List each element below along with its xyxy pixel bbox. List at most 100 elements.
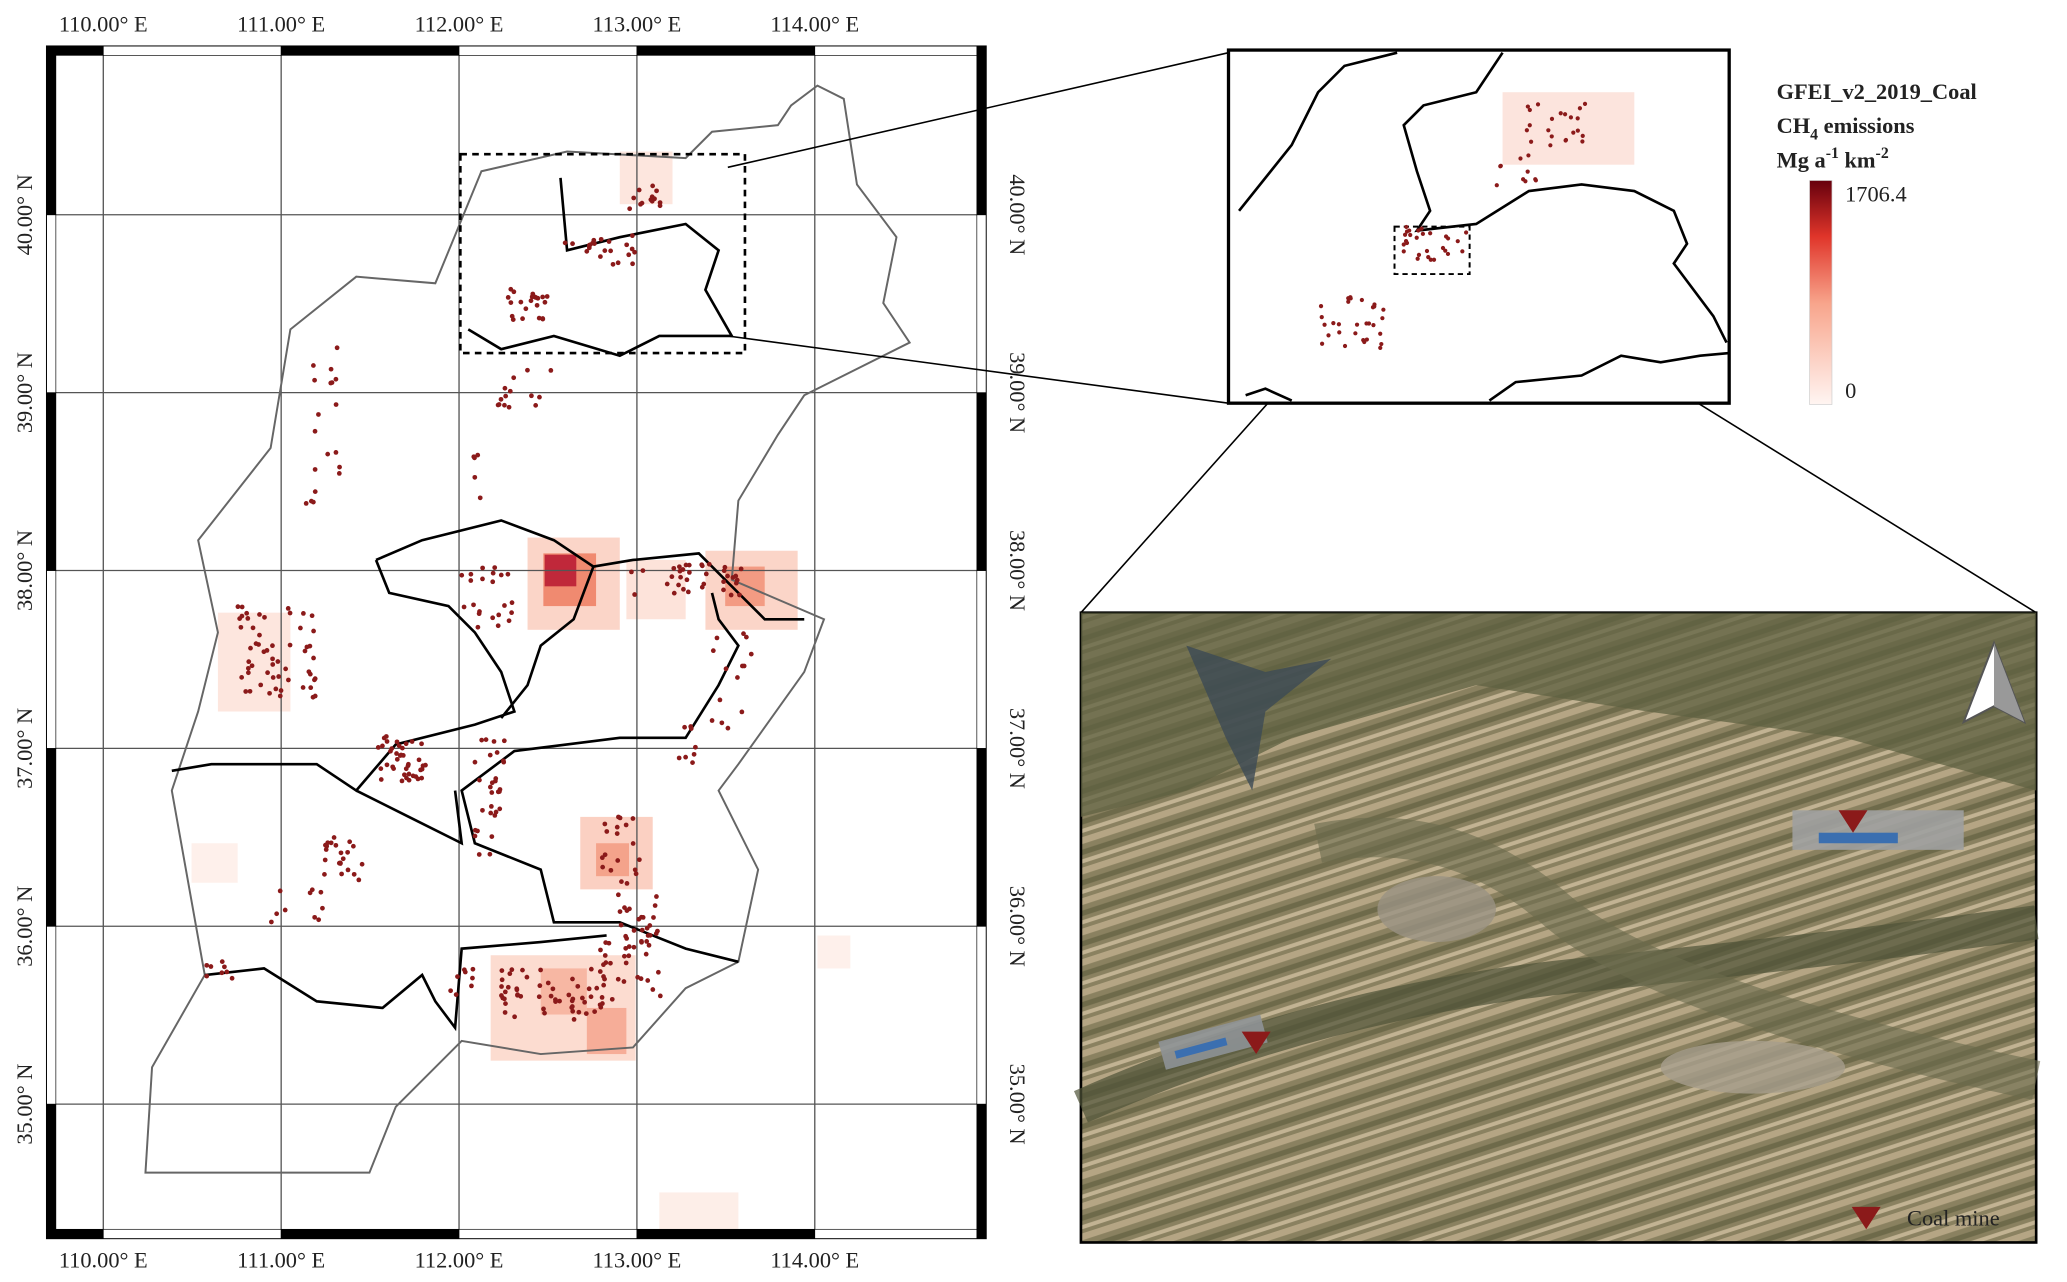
latitude-label: 38.00° N bbox=[1005, 530, 1030, 611]
border-segment bbox=[46, 570, 57, 749]
mine-point bbox=[394, 756, 400, 762]
superscript: -2 bbox=[1876, 145, 1889, 162]
mine-point bbox=[654, 188, 659, 194]
border-segment bbox=[976, 570, 987, 749]
mine-point bbox=[657, 200, 663, 205]
mine-point bbox=[323, 847, 329, 852]
border-segment bbox=[976, 45, 987, 216]
mine-point bbox=[334, 345, 340, 351]
mine-point bbox=[592, 1009, 598, 1014]
mine-point bbox=[378, 766, 384, 772]
mine-point bbox=[381, 735, 387, 741]
mine-point bbox=[686, 562, 692, 568]
mine-point bbox=[600, 1001, 605, 1006]
mine-point bbox=[479, 737, 485, 743]
mine-point bbox=[1336, 322, 1342, 327]
mine-point bbox=[614, 824, 620, 830]
mine-point bbox=[502, 385, 508, 391]
mine-point bbox=[507, 388, 513, 394]
mine-point bbox=[576, 1009, 582, 1015]
mine-point bbox=[253, 641, 259, 646]
mine-point bbox=[540, 294, 546, 300]
mine-point bbox=[301, 611, 306, 616]
mine-point bbox=[655, 928, 660, 934]
mine-point bbox=[582, 999, 587, 1005]
mine-point bbox=[245, 670, 251, 676]
mine-point bbox=[1563, 137, 1569, 143]
border-segment bbox=[458, 45, 638, 56]
mine-point bbox=[285, 606, 291, 611]
mine-point bbox=[476, 852, 482, 857]
mine-point bbox=[235, 604, 241, 610]
mine-point bbox=[391, 766, 396, 771]
mine-point bbox=[1416, 252, 1422, 257]
mine-point bbox=[604, 829, 610, 834]
mine-point bbox=[1428, 231, 1433, 236]
mine-point bbox=[524, 974, 530, 980]
mine-point bbox=[1331, 320, 1336, 326]
mine-point bbox=[480, 576, 485, 582]
mine-point bbox=[602, 248, 608, 254]
mine-point bbox=[544, 294, 550, 299]
legend-quantity: CH4 emissions bbox=[1777, 113, 1915, 144]
border-segment bbox=[976, 214, 987, 393]
mine-point bbox=[273, 686, 279, 692]
mine-point bbox=[490, 570, 496, 576]
mine-point bbox=[678, 574, 683, 580]
inset-heat bbox=[1502, 92, 1635, 165]
mine-point bbox=[617, 909, 623, 914]
mine-point bbox=[270, 675, 276, 680]
mine-point bbox=[1549, 134, 1554, 139]
legend-unit: Mg a-1 km-2 bbox=[1777, 145, 1889, 172]
mine-point bbox=[476, 611, 482, 617]
mine-point bbox=[1527, 107, 1532, 113]
border-segment bbox=[46, 925, 57, 1105]
mine-point bbox=[1401, 242, 1406, 247]
mine-point bbox=[588, 966, 594, 972]
mine-point bbox=[333, 842, 339, 848]
mine-point bbox=[706, 561, 712, 567]
mine-point bbox=[413, 774, 419, 779]
longitude-label: 113.00° E bbox=[592, 12, 681, 37]
mine-point bbox=[497, 806, 503, 812]
mine-point bbox=[488, 804, 494, 809]
mine-point bbox=[239, 613, 245, 619]
mine-point bbox=[505, 571, 511, 577]
mine-point bbox=[525, 367, 530, 373]
mine-point bbox=[469, 983, 474, 989]
mine-point bbox=[737, 592, 742, 598]
mine-point bbox=[351, 843, 356, 849]
border-segment bbox=[102, 45, 282, 56]
border-segment bbox=[280, 45, 460, 56]
mine-point bbox=[1535, 102, 1541, 107]
mine-point bbox=[624, 908, 630, 913]
mine-point bbox=[308, 685, 314, 691]
mine-point bbox=[483, 737, 489, 743]
mine-point bbox=[735, 675, 740, 680]
legend: GFEI_v2_2019_Coal CH4 emissions Mg a-1 k… bbox=[1777, 79, 1977, 405]
mine-point bbox=[1420, 231, 1426, 236]
mine-point bbox=[307, 643, 313, 649]
mine-point bbox=[1424, 248, 1430, 254]
mine-point bbox=[603, 940, 609, 945]
mine-point bbox=[501, 738, 507, 744]
mine-point bbox=[491, 739, 497, 744]
mine-point bbox=[448, 988, 453, 994]
mine-point bbox=[645, 978, 651, 983]
mine-point bbox=[267, 690, 272, 696]
mine-point bbox=[681, 586, 686, 592]
mine-point bbox=[316, 412, 321, 417]
longitude-label: 112.00° E bbox=[415, 1248, 504, 1273]
mine-point bbox=[498, 396, 504, 402]
mine-point bbox=[270, 656, 275, 662]
mine-point bbox=[312, 467, 318, 472]
mine-point bbox=[219, 970, 225, 976]
mine-point bbox=[520, 967, 525, 973]
mine-point bbox=[247, 688, 253, 694]
mine-point bbox=[1337, 330, 1342, 335]
mine-point bbox=[1443, 248, 1448, 253]
mine-point bbox=[688, 726, 694, 731]
mine-point bbox=[528, 298, 534, 304]
mine-point bbox=[630, 841, 636, 846]
mine-point bbox=[351, 871, 357, 877]
